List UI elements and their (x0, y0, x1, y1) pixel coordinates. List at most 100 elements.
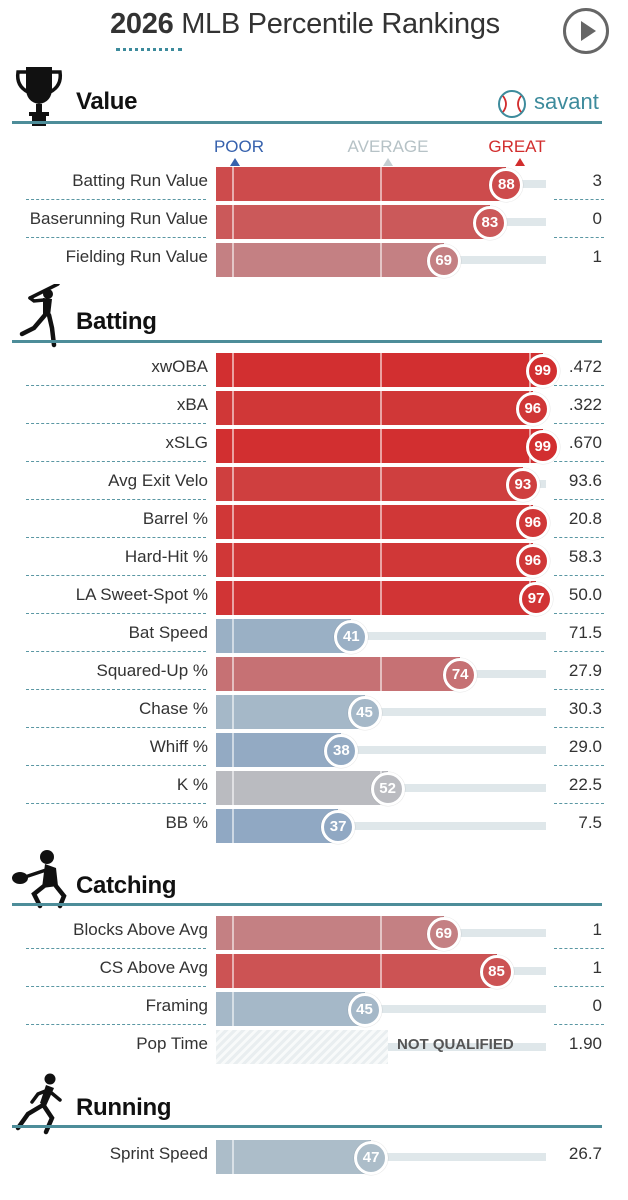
reference-tick (380, 167, 382, 201)
row-divider (554, 765, 604, 766)
metric-row[interactable]: Bat Speed 41 71.5 (0, 617, 628, 655)
metric-value: .322 (568, 395, 602, 414)
section-rule-running (12, 1125, 602, 1128)
savant-logo-text: savant (534, 89, 599, 114)
percentile-bubble: 74 (443, 658, 478, 692)
metric-row[interactable]: Whiff % 38 29.0 (0, 731, 628, 769)
reference-tick (231, 771, 234, 805)
reference-tick (231, 167, 234, 201)
metric-row[interactable]: Sprint Speed 47 26.7 (0, 1138, 628, 1176)
metric-label: xwOBA (151, 357, 208, 376)
row-divider (554, 613, 604, 614)
reference-tick (380, 467, 382, 501)
metric-label: Whiff % (149, 737, 208, 756)
metric-row[interactable]: xBA 96 .322 (0, 389, 628, 427)
row-divider (26, 689, 206, 690)
metric-row[interactable]: LA Sweet-Spot % 97 50.0 (0, 579, 628, 617)
metric-row[interactable]: CS Above Avg 85 1 (0, 952, 628, 990)
metric-value: 30.3 (568, 699, 602, 718)
metric-row[interactable]: K % 52 22.5 (0, 769, 628, 807)
metric-value: 93.6 (568, 471, 602, 490)
reference-tick (231, 543, 234, 577)
reference-tick (231, 657, 234, 691)
metric-value: 0 (592, 209, 602, 228)
metric-value: 7.5 (578, 813, 602, 832)
row-divider (554, 575, 604, 576)
metric-value: 71.5 (568, 623, 602, 642)
metric-label: Fielding Run Value (65, 247, 208, 266)
metric-label: Bat Speed (128, 623, 208, 642)
metric-row[interactable]: Hard-Hit % 96 58.3 (0, 541, 628, 579)
metric-value: 29.0 (568, 737, 602, 756)
percentile-bar (216, 916, 444, 950)
metric-label: xBA (176, 395, 208, 414)
percentile-bubble: 93 (505, 468, 540, 502)
metric-label: Squared-Up % (96, 661, 208, 680)
section-rule-value (12, 121, 602, 124)
metric-row[interactable]: Avg Exit Velo 93 93.6 (0, 465, 628, 503)
metric-row[interactable]: Baserunning Run Value 83 0 (0, 203, 628, 241)
row-divider (26, 803, 206, 804)
section-title-batting: Batting (76, 308, 157, 335)
percentile-bubble: 45 (347, 993, 382, 1027)
percentile-bar (216, 771, 388, 805)
metric-label: Barrel % (142, 509, 208, 528)
percentile-bubble: 45 (347, 696, 382, 730)
row-divider (26, 948, 206, 949)
reference-tick (231, 467, 234, 501)
percentile-bubble: 99 (525, 430, 560, 464)
metric-label: LA Sweet-Spot % (75, 585, 208, 604)
metric-label: Hard-Hit % (124, 547, 208, 566)
row-divider (26, 499, 206, 500)
metric-value: 22.5 (568, 775, 602, 794)
metric-row[interactable]: Fielding Run Value 69 1 (0, 241, 628, 279)
title-underline (116, 48, 182, 51)
metric-row[interactable]: xSLG 99 .670 (0, 427, 628, 465)
row-divider (554, 423, 604, 424)
row-divider (26, 461, 206, 462)
metric-row[interactable]: Pop Time NOT QUALIFIED 1.90 (0, 1028, 628, 1066)
metric-row[interactable]: Blocks Above Avg 69 1 (0, 914, 628, 952)
metric-row[interactable]: Squared-Up % 74 27.9 (0, 655, 628, 693)
percentile-bubble: 88 (489, 168, 524, 202)
metric-row[interactable]: Batting Run Value 88 3 (0, 165, 628, 203)
percentile-bar (216, 581, 537, 615)
play-button[interactable] (563, 8, 609, 54)
reference-tick (231, 992, 234, 1026)
metric-value: 0 (592, 996, 602, 1015)
percentile-bar (216, 467, 523, 501)
metric-row[interactable]: Chase % 45 30.3 (0, 693, 628, 731)
reference-tick (380, 391, 382, 425)
percentile-bubble: 38 (324, 734, 359, 768)
section-header-catching: Catching (12, 848, 602, 909)
reference-tick (231, 243, 234, 277)
not-qualified-text: NOT QUALIFIED (397, 1036, 514, 1053)
row-divider (26, 651, 206, 652)
metric-label: Avg Exit Velo (108, 471, 208, 490)
reference-tick (231, 1140, 234, 1174)
batter-icon (19, 284, 60, 348)
metric-row[interactable]: Framing 45 0 (0, 990, 628, 1028)
row-divider (26, 1024, 206, 1025)
scale-poor-label: POOR (213, 137, 265, 156)
reference-tick (231, 809, 234, 843)
metric-value: 58.3 (568, 547, 602, 566)
row-divider (554, 651, 604, 652)
row-divider (26, 199, 206, 200)
reference-tick (380, 657, 382, 691)
metric-row[interactable]: BB % 37 7.5 (0, 807, 628, 845)
metric-label: Pop Time (136, 1034, 208, 1053)
title-text: MLB Percentile Rankings (181, 8, 500, 40)
metric-row[interactable]: Barrel % 96 20.8 (0, 503, 628, 541)
percentile-bubble: 96 (515, 544, 550, 578)
metric-label: K % (176, 775, 208, 794)
metric-row[interactable]: xwOBA 99 .472 (0, 351, 628, 389)
row-divider (554, 499, 604, 500)
percentile-bar (216, 733, 342, 767)
percentile-bubble: 83 (472, 206, 507, 240)
row-divider (554, 1024, 604, 1025)
metric-label: Chase % (139, 699, 208, 718)
row-divider (554, 803, 604, 804)
percentile-bar (216, 954, 497, 988)
metric-label: Baserunning Run Value (29, 209, 208, 228)
